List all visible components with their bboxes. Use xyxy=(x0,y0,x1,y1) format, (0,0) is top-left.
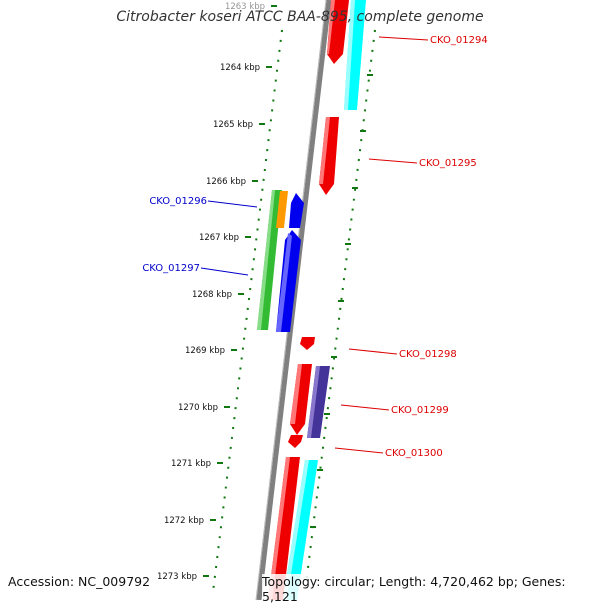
gene-cko-01294-edge xyxy=(327,0,335,54)
cyan-genes xyxy=(283,0,366,600)
ruler-tick-label: 1271 kbp xyxy=(171,459,211,469)
gene-cyan-bottom-edge xyxy=(283,460,309,600)
gene-label-cko-01294[interactable]: CKO_01294 xyxy=(430,35,488,46)
map-title: Citrobacter koseri ATCC BAA-895, complet… xyxy=(116,9,484,25)
forward-genes xyxy=(268,0,349,600)
gene-cko-01295-edge xyxy=(319,117,330,184)
gene-cko-01296-green-edge xyxy=(257,190,275,330)
label-connectors xyxy=(200,36,429,454)
ruler-tick-label: 1270 kbp xyxy=(178,403,218,413)
gene-cko-01297-edge xyxy=(276,233,292,332)
gene-label-cko-01295[interactable]: CKO_01295 xyxy=(419,158,477,169)
ruler-tick-label: 1263 kbp xyxy=(225,2,265,12)
kbp-ruler: 1263 kbp 1264 kbp 1265 kbp 1266 kbp 1267 kbp… xyxy=(157,2,277,582)
reverse-genes xyxy=(257,190,330,438)
gene-cko-01300[interactable] xyxy=(288,435,303,448)
ruler-tick-label: 1265 kbp xyxy=(213,120,253,130)
ruler-tick-label: 1273 kbp xyxy=(157,572,197,582)
gene-cko-01296[interactable] xyxy=(289,193,304,228)
gene-cko-01296-orange[interactable] xyxy=(276,191,288,228)
gene-cko-01299-edge xyxy=(290,364,302,424)
accession-text: Accession: NC_009792 xyxy=(8,574,151,589)
dotted-guide-right xyxy=(304,29,376,593)
ruler-tick-label: 1264 kbp xyxy=(220,63,260,73)
ruler-tick-label: 1269 kbp xyxy=(185,346,225,356)
gene-label-cko-01296[interactable]: CKO_01296 xyxy=(149,196,207,207)
gene-label-cko-01297[interactable]: CKO_01297 xyxy=(142,263,200,274)
ruler-tick-label: 1268 kbp xyxy=(192,290,232,300)
ruler-tick-label: 1272 kbp xyxy=(164,516,204,526)
ruler-ticks-right xyxy=(310,74,373,528)
ruler-tick-label: 1266 kbp xyxy=(206,177,246,187)
gene-cyan-top-edge xyxy=(344,0,355,110)
gene-cko-01298[interactable] xyxy=(300,337,315,350)
genome-summary-text: Topology: circular; Length: 4,720,462 bp… xyxy=(262,574,600,604)
gene-red-bottom-edge xyxy=(268,457,290,600)
gene-purple-edge xyxy=(307,366,320,438)
gene-labels: CKO_01294 CKO_01295 CKO_01296 CKO_01297 CKO_… xyxy=(142,35,487,459)
gene-label-cko-01300[interactable]: CKO_01300 xyxy=(385,448,443,459)
gene-label-cko-01298[interactable]: CKO_01298 xyxy=(399,349,457,360)
dotted-guide-left xyxy=(212,29,283,593)
gene-label-cko-01299[interactable]: CKO_01299 xyxy=(391,405,449,416)
ruler-tick-label: 1267 kbp xyxy=(199,233,239,243)
